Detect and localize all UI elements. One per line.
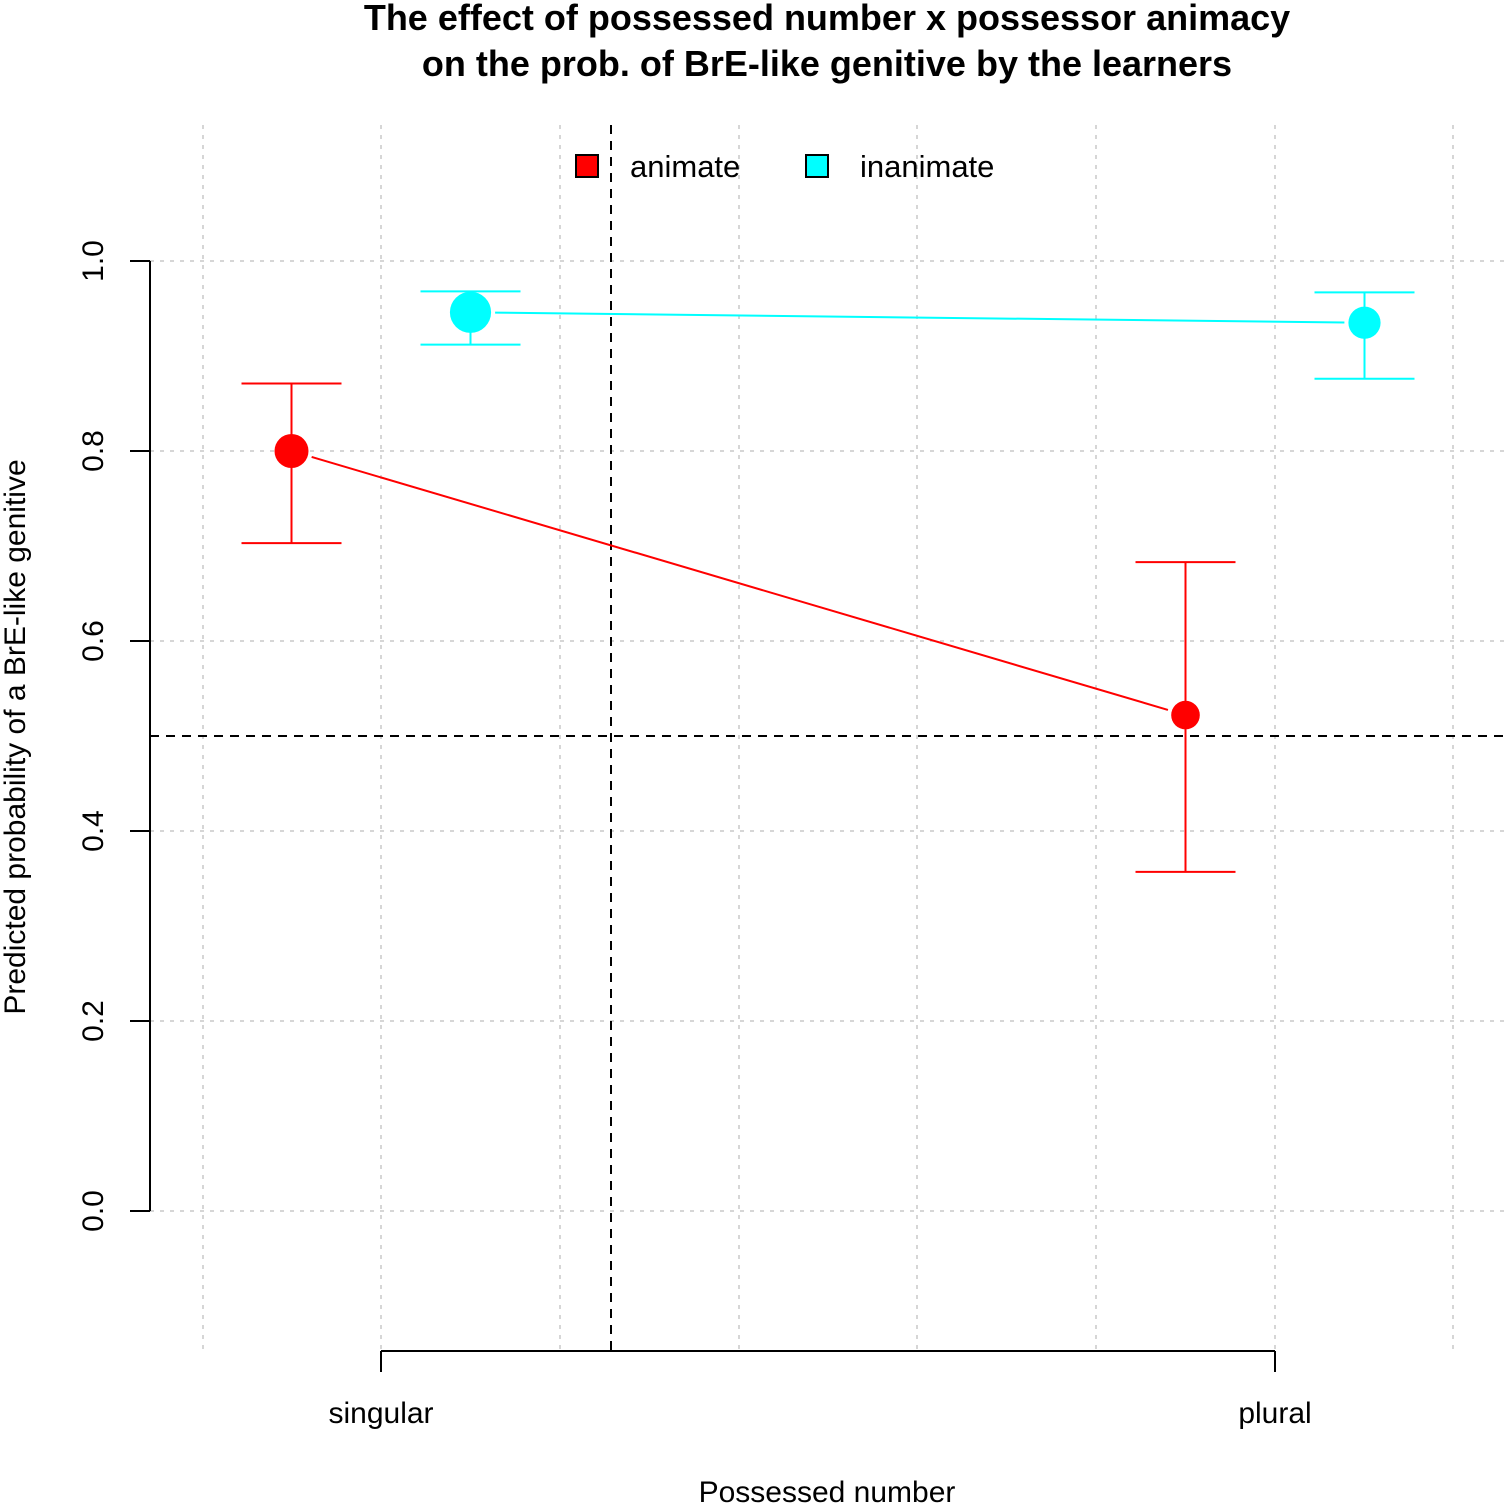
- legend-item-animate: animate: [575, 149, 740, 184]
- axes: 0.0 0.2 0.4 0.6 0.8 1.0 singular plural: [77, 240, 1312, 1430]
- y-tick-label: 0.6: [77, 620, 110, 662]
- y-tick-label: 1.0: [77, 240, 110, 282]
- legend-label: animate: [630, 149, 740, 184]
- legend-item-inanimate: inanimate: [805, 149, 994, 184]
- data-point: [449, 291, 492, 333]
- x-axis-title: Possessed number: [699, 1476, 956, 1505]
- y-tick-label: 0.2: [77, 1000, 110, 1042]
- chart-title: The effect of possessed number x possess…: [364, 0, 1290, 84]
- y-axis-title: Predicted probability of a BrE-like geni…: [0, 459, 32, 1014]
- x-tick-label: plural: [1238, 1397, 1311, 1430]
- y-tick-label: 0.0: [77, 1190, 110, 1232]
- x-tick-label: singular: [328, 1397, 433, 1430]
- reference-lines: [150, 125, 1505, 1355]
- data-point: [1348, 306, 1381, 339]
- legend-label: inanimate: [860, 149, 994, 184]
- legend-swatch: [575, 154, 599, 178]
- legend-swatch: [805, 154, 829, 178]
- series-line: [495, 311, 1345, 324]
- series-line: [311, 455, 1169, 711]
- legend: animate inanimate: [575, 149, 994, 184]
- chart-title-line-1: The effect of possessed number x possess…: [364, 0, 1290, 38]
- series: [241, 290, 1415, 873]
- chart-title-line-2: on the prob. of BrE-like genitive by the…: [422, 43, 1232, 84]
- y-tick-label: 0.4: [77, 810, 110, 852]
- grid: [150, 125, 1505, 1355]
- y-tick-label: 0.8: [77, 430, 110, 472]
- data-point: [1171, 700, 1200, 730]
- data-point: [274, 434, 309, 468]
- series-inanimate: [420, 290, 1415, 380]
- series-animate: [241, 382, 1236, 873]
